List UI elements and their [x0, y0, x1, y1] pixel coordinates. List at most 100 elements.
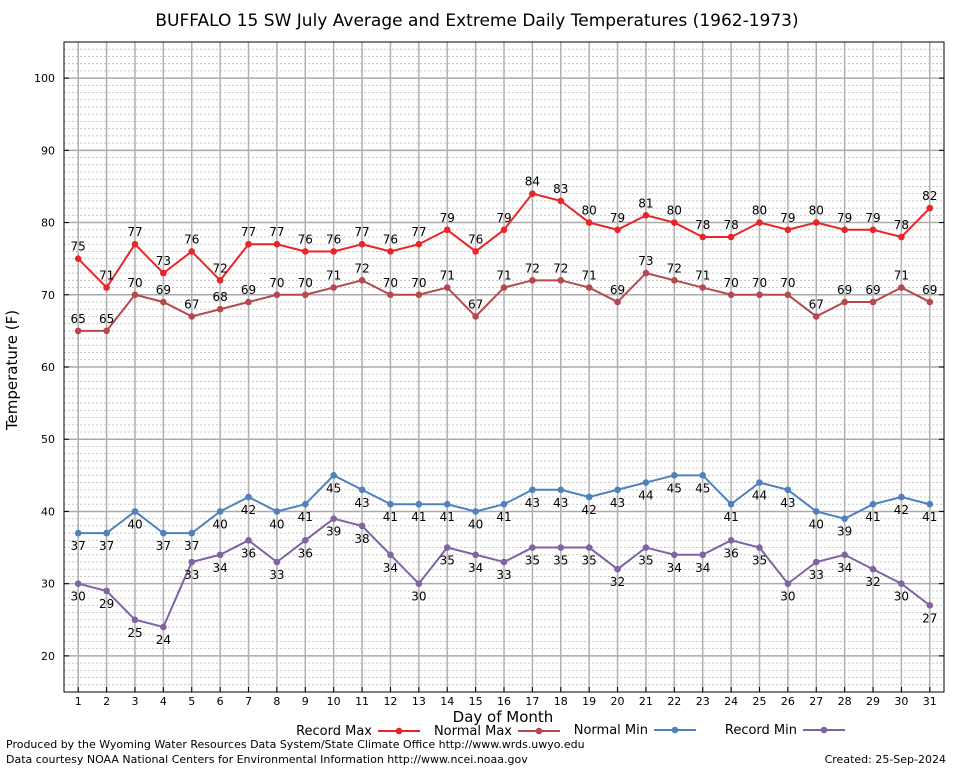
normal-max-data-label: 70: [269, 276, 284, 290]
record-min-point: [330, 515, 337, 522]
normal-max-data-label: 71: [326, 269, 341, 283]
normal-min-data-label: 41: [723, 510, 738, 524]
record-min-data-label: 32: [865, 575, 880, 589]
normal-max-data-label: 71: [582, 269, 597, 283]
normal-min-point: [699, 472, 707, 479]
normal-max-point: [74, 327, 82, 335]
record-min-point: [614, 565, 621, 573]
x-tick-label: 29: [866, 695, 880, 708]
normal-max-point: [784, 291, 792, 299]
record-min-point: [188, 558, 196, 566]
normal-min-point: [869, 500, 877, 508]
record-min-point: [245, 537, 252, 544]
normal-max-point: [841, 298, 848, 306]
normal-max-point: [529, 277, 536, 284]
normal-min-point: [841, 515, 848, 522]
normal-min-point: [103, 529, 110, 537]
normal-max-data-label: 71: [440, 269, 455, 283]
normal-max-data-label: 70: [780, 276, 795, 290]
normal-max-point: [585, 284, 593, 291]
x-tick-label: 7: [245, 695, 252, 708]
normal-min-point: [614, 486, 621, 494]
record-min-point: [784, 580, 792, 587]
normal-max-data-label: 65: [99, 312, 114, 326]
record-min-point: [131, 616, 139, 624]
x-tick-label: 1: [75, 695, 82, 708]
legend-label-normal-min: Normal Min: [574, 723, 648, 738]
legend-marker-normal-max: [535, 727, 543, 735]
normal-max-data-label: 72: [553, 261, 568, 275]
record-max-data-label: 76: [468, 232, 483, 246]
record-min-data-label: 36: [241, 546, 256, 560]
record-min-data-label: 34: [383, 561, 398, 575]
record-max-data-label: 80: [809, 204, 824, 218]
x-tick-label: 22: [667, 695, 681, 708]
record-max-point: [131, 240, 139, 248]
record-max-data-label: 78: [894, 218, 909, 232]
record-min-data-label: 38: [354, 532, 369, 546]
normal-min-point: [131, 508, 139, 515]
normal-min-data-label: 37: [99, 539, 114, 553]
normal-min-point: [273, 508, 281, 515]
normal-max-data-label: 67: [468, 297, 483, 311]
record-max-point: [699, 233, 707, 241]
record-max-data-label: 72: [212, 261, 227, 275]
record-min-point: [671, 551, 678, 559]
normal-min-data-label: 37: [184, 539, 199, 553]
normal-max-point: [642, 269, 650, 277]
normal-max-data-label: 71: [695, 269, 710, 283]
record-min-point: [926, 602, 934, 609]
normal-max-data-label: 71: [496, 269, 511, 283]
normal-min-point: [472, 508, 479, 515]
record-min-point: [103, 587, 110, 595]
record-min-point: [472, 551, 479, 559]
record-max-point: [301, 248, 309, 255]
x-tick-label: 4: [160, 695, 167, 708]
normal-min-point: [727, 500, 735, 508]
record-min-data-label: 35: [582, 554, 597, 568]
record-max-data-label: 77: [354, 225, 369, 239]
normal-max-point: [756, 291, 763, 299]
record-min-data-label: 24: [156, 633, 171, 647]
record-max-point: [330, 248, 337, 255]
record-min-point: [500, 558, 508, 566]
record-min-point: [585, 544, 593, 551]
normal-max-data-label: 69: [241, 283, 256, 297]
normal-max-point: [472, 313, 479, 320]
normal-max-data-label: 72: [354, 261, 369, 275]
record-max-point: [926, 204, 934, 212]
normal-max-point: [301, 291, 309, 299]
x-tick-label: 18: [554, 695, 568, 708]
normal-max-data-label: 67: [809, 297, 824, 311]
legend-marker-record-min: [820, 726, 828, 734]
normal-min-point: [415, 500, 423, 508]
normal-min-data-label: 40: [468, 517, 483, 531]
normal-min-data-label: 40: [127, 517, 142, 531]
record-min-point: [443, 544, 451, 551]
legend-label-record-max: Record Max: [296, 724, 372, 739]
normal-min-data-label: 39: [837, 525, 852, 539]
record-min-point: [358, 522, 366, 530]
normal-max-point: [443, 284, 451, 291]
normal-max-point: [812, 313, 820, 320]
record-max-data-label: 79: [780, 211, 795, 225]
normal-max-point: [330, 284, 337, 291]
x-tick-label: 19: [582, 695, 596, 708]
normal-max-data-label: 72: [667, 261, 682, 275]
legend-marker-normal-min: [671, 726, 679, 734]
record-min-point: [557, 544, 565, 551]
normal-min-data-label: 42: [241, 503, 256, 517]
record-max-point: [160, 269, 167, 277]
normal-min-point: [784, 486, 792, 494]
y-tick-label: 30: [41, 578, 55, 591]
record-max-data-label: 80: [582, 204, 597, 218]
normal-max-point: [358, 277, 366, 284]
record-min-data-label: 36: [298, 546, 313, 560]
record-max-point: [841, 226, 848, 234]
record-max-data-label: 79: [440, 211, 455, 225]
normal-min-data-label: 42: [894, 503, 909, 517]
record-min-data-label: 34: [212, 561, 227, 575]
y-tick-label: 70: [41, 289, 55, 302]
record-max-point: [472, 248, 479, 255]
